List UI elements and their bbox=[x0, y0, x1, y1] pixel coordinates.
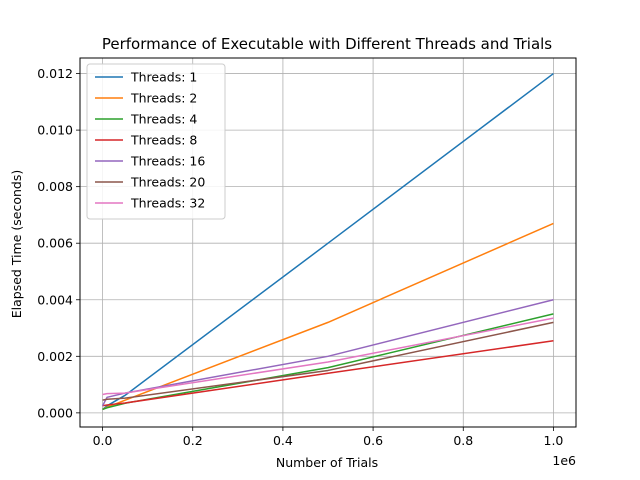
chart-title: Performance of Executable with Different… bbox=[102, 35, 552, 53]
series-line-3 bbox=[102, 340, 554, 407]
legend-label: Threads: 1 bbox=[130, 70, 197, 85]
y-tick-label: 0.010 bbox=[37, 123, 73, 138]
x-tick-label: 0.8 bbox=[453, 433, 473, 448]
x-tick-label: 0.0 bbox=[93, 433, 113, 448]
legend-label: Threads: 32 bbox=[130, 196, 205, 211]
legend-label: Threads: 2 bbox=[130, 91, 197, 106]
x-tick-label: 0.4 bbox=[273, 433, 293, 448]
axis-ticks: 0.0 0.2 0.4 0.6 0.8 1.0 0.000 0.002 0.004 0.006 0.… bbox=[37, 66, 563, 448]
series-line-5 bbox=[102, 321, 554, 401]
y-tick-label: 0.006 bbox=[37, 236, 73, 251]
y-tick-label: 0.008 bbox=[37, 179, 73, 194]
plot-frame bbox=[79, 57, 577, 428]
legend-label: Threads: 20 bbox=[130, 175, 205, 190]
y-tick-label: 0.000 bbox=[37, 405, 73, 420]
x-axis-offset-label: 1e6 bbox=[552, 453, 576, 468]
series-lines bbox=[101, 72, 554, 411]
legend-label: Threads: 16 bbox=[130, 154, 205, 169]
legend-box bbox=[86, 63, 226, 220]
legend-label: Threads: 4 bbox=[130, 112, 197, 127]
y-axis-label: Elapsed Time (seconds) bbox=[9, 170, 24, 319]
x-tick-label: 0.2 bbox=[183, 433, 203, 448]
series-line-6 bbox=[102, 317, 554, 396]
x-tick-label: 1.0 bbox=[544, 433, 564, 448]
y-tick-label: 0.004 bbox=[37, 292, 73, 307]
legend: Threads: 1 Threads: 2 Threads: 4 Threads: 8… bbox=[86, 63, 226, 220]
legend-label: Threads: 8 bbox=[130, 133, 197, 148]
x-axis-label: Number of Trials bbox=[276, 455, 378, 470]
y-tick-label: 0.012 bbox=[37, 66, 73, 81]
x-tick-label: 0.6 bbox=[363, 433, 383, 448]
series-line-0 bbox=[102, 72, 554, 411]
y-tick-label: 0.002 bbox=[37, 349, 73, 364]
